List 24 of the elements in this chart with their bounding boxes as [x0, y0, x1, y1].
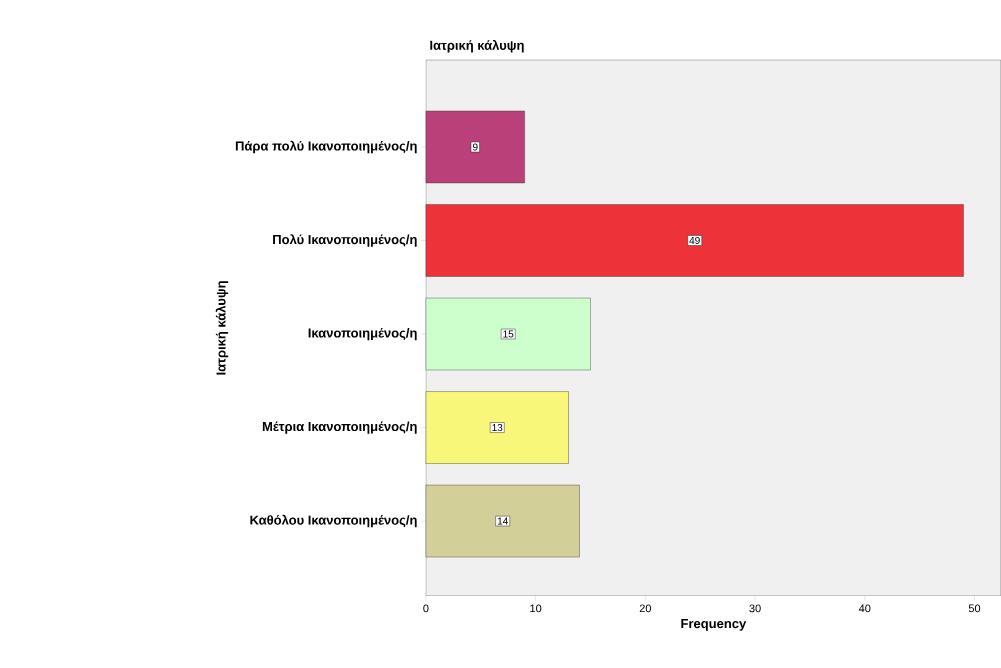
data-label: 14	[497, 517, 508, 525]
y-tick-label: Μέτρια Ικανοποιημένος/η	[262, 421, 417, 434]
bar	[425, 391, 569, 464]
bar	[425, 484, 580, 558]
x-tick-label: 10	[530, 604, 542, 613]
data-label: 15	[503, 330, 514, 338]
y-tick-label: Πολύ Ικανοποιημένος/η	[273, 234, 417, 247]
chart-title: Ιατρική κάλυψη	[430, 40, 524, 53]
y-tick-label: Ικανοποιημένος/η	[308, 327, 417, 341]
x-tick-label: 50	[968, 604, 981, 613]
x-tick-label: 0	[423, 604, 429, 613]
bar	[425, 297, 591, 371]
data-label: 13	[492, 424, 503, 432]
x-tick-label: 20	[639, 604, 652, 613]
x-tick-label: 40	[858, 604, 871, 613]
data-label: 49	[689, 237, 700, 245]
bar	[425, 204, 964, 277]
data-label: 9	[472, 143, 478, 151]
y-tick-label: Καθόλου Ικανοποιημένος/η	[250, 514, 417, 528]
x-axis-title: Frequency	[681, 619, 747, 631]
bar	[425, 110, 525, 184]
y-tick-label: Πάρα πολύ Ικανοποιημένος/η	[235, 140, 417, 154]
y-axis-title: Ιατρική κάλυψη	[215, 281, 229, 375]
x-tick-label: 30	[749, 604, 761, 613]
